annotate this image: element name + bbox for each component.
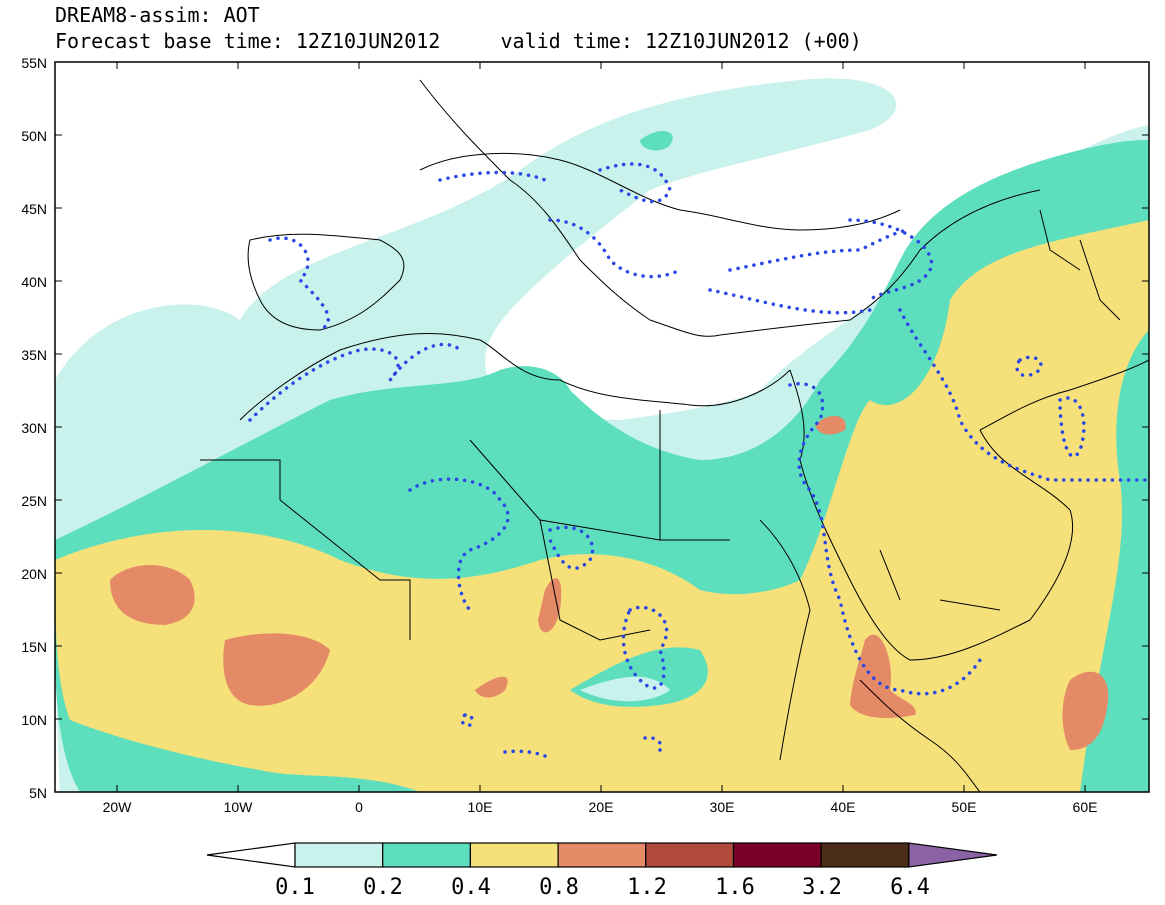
lon-label: 50E — [952, 799, 977, 815]
colorbar-swatch — [820, 842, 910, 868]
aot-assim-contours — [248, 162, 1149, 758]
lon-label: 10E — [468, 799, 493, 815]
lon-ticks — [116, 62, 1086, 792]
colorbar-swatch — [557, 842, 647, 868]
lat-label: 25N — [21, 493, 47, 509]
colorbar-under-triangle — [206, 842, 296, 868]
forecast-time-subtitle: Forecast base time: 12Z10JUN2012 valid t… — [55, 29, 862, 53]
colorbar-swatch — [645, 842, 735, 868]
colorbar-swatch — [382, 842, 472, 868]
coastlines — [200, 79, 1149, 792]
colorbar-swatch — [469, 842, 559, 868]
longitude-labels: 20W 10W 0 10E 20E 30E 40E 50E 60E — [103, 799, 1098, 815]
colorbar-label: 0.8 — [539, 875, 579, 900]
lon-label: 40E — [831, 799, 856, 815]
aot-colorbar — [206, 842, 997, 868]
lat-label: 55N — [21, 55, 47, 71]
lat-label: 10N — [21, 712, 47, 728]
colorbar-label: 6.4 — [890, 875, 930, 900]
colorbar-over-triangle — [908, 842, 997, 868]
aot-band-0.8 — [1062, 671, 1109, 750]
lat-label: 50N — [21, 128, 47, 144]
aot-band-0.8 — [538, 578, 562, 633]
aot-field — [55, 78, 1149, 792]
lat-label: 15N — [21, 639, 47, 655]
lat-label: 5N — [29, 785, 47, 801]
map-title: DREAM8-assim: AOT — [55, 3, 260, 27]
lon-label: 20W — [103, 799, 133, 815]
lat-label: 40N — [21, 274, 47, 290]
colorbar-label: 0.4 — [451, 875, 491, 900]
lon-label: 20E — [589, 799, 614, 815]
lat-label: 35N — [21, 347, 47, 363]
colorbar-labels: 0.1 0.2 0.4 0.8 1.2 1.6 3.2 6.4 — [275, 875, 930, 900]
aot-band-0.2 — [640, 130, 673, 151]
colorbar-label: 1.6 — [715, 875, 755, 900]
latitude-labels: 55N 50N 45N 40N 35N 30N 25N 20N 15N 10N … — [21, 55, 47, 801]
lon-label: 0 — [355, 799, 363, 815]
colorbar-swatch — [294, 842, 384, 868]
aot-band-0.8 — [850, 634, 916, 718]
lat-label: 20N — [21, 566, 47, 582]
colorbar-label: 0.2 — [363, 875, 403, 900]
aot-band-0.8 — [815, 415, 846, 435]
lon-label: 60E — [1073, 799, 1098, 815]
lat-label: 30N — [21, 420, 47, 436]
colorbar-swatch — [732, 842, 822, 868]
colorbar-label: 3.2 — [802, 875, 842, 900]
lat-ticks — [55, 61, 1149, 793]
lat-label: 45N — [21, 201, 47, 217]
colorbar-label: 1.2 — [627, 875, 667, 900]
aot-band-0.8 — [223, 633, 330, 706]
aot-band-0.8 — [110, 565, 195, 625]
colorbar-label: 0.1 — [275, 875, 315, 900]
lon-label: 30E — [710, 799, 735, 815]
aot-band-0.1-gap — [580, 676, 670, 702]
lon-label: 10W — [224, 799, 254, 815]
aot-band-0.8 — [475, 676, 508, 698]
